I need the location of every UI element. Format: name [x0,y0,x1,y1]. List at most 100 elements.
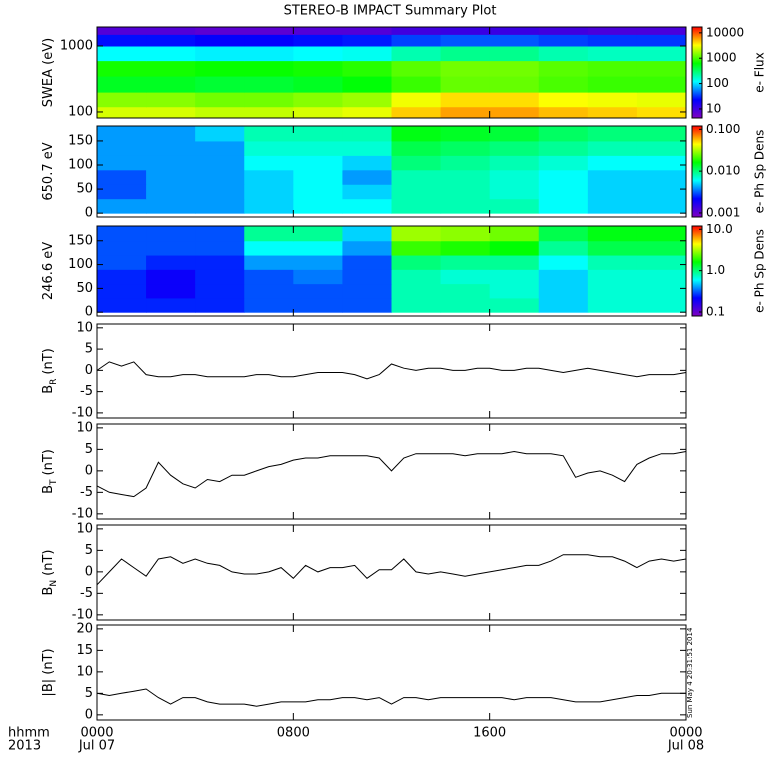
heatmap-cell [244,106,294,119]
heatmap-cell [146,184,196,200]
y-tick-label: 50 [76,281,93,296]
heatmap-cell [293,198,343,214]
heatmap-cell [244,27,294,35]
heatmap-cell [538,198,589,214]
heatmap-cell [146,126,196,142]
heatmap-cell [97,269,147,285]
heatmap-cell [97,92,147,108]
heatmap-cell [489,269,540,285]
heatmap-cell [440,126,491,142]
heatmap-cell [244,155,294,171]
heatmap-cell [293,169,343,185]
heatmap-cell [293,226,343,242]
heatmap-cell [244,184,294,200]
x-axis-year: 2013 [8,739,41,754]
y-tick-label: 100 [68,257,93,272]
heatmap-cell [342,269,392,285]
heatmap-cell [146,92,196,108]
y-tick-label: -10 [72,506,93,521]
heatmap-cell [391,76,442,93]
heatmap-cell [636,92,687,108]
heatmap-cell [195,92,245,108]
heatmap-cell [293,140,343,156]
heatmap-cell [440,226,491,242]
y-tick-label: 150 [68,233,93,248]
heatmap-cell [195,269,245,285]
y-tick-label: 10 [76,320,93,335]
heatmap-cell [244,169,294,185]
panel-frame [96,524,687,621]
colorbar-tick-label: 100 [706,76,729,90]
heatmap-cell [636,283,687,299]
heatmap-cell [538,226,589,242]
heatmap-cell [342,169,392,185]
heatmap-cell [97,184,147,200]
heatmap-cell [587,45,638,62]
heatmap-cell [636,226,687,242]
heatmap-cell [342,283,392,299]
heatmap-cell [440,140,491,156]
heatmap-cell [342,34,392,47]
y-tick-label: 0 [85,206,93,221]
heatmap-cell [440,198,491,214]
heatmap-cell [489,169,540,185]
heatmap-cell [636,155,687,171]
heatmap-cell [391,169,442,185]
heatmap-cell [440,283,491,299]
heatmap-cell [489,126,540,142]
y-axis-label: 650.7 eV [41,142,56,200]
y-tick-label: 100 [68,104,93,119]
heatmap-cell [538,45,589,62]
heatmap-cell [97,155,147,171]
y-axis-label-part: SWEA (eV) [41,38,56,107]
heatmap-cell [440,27,491,35]
y-tick-label: 1000 [60,38,93,53]
x-tick-label: 0000 [669,726,702,741]
heatmap-cell [342,155,392,171]
colorbar-tick-label: 10000 [706,25,744,39]
heatmap-cell [538,283,589,299]
y-axis-label: BT (nT) [41,449,59,494]
heatmap-cell [342,240,392,256]
y-tick-label: 50 [76,182,93,197]
heatmap-cell [440,240,491,256]
heatmap-cell [342,226,392,242]
heatmap-cell [489,184,540,200]
heatmap-cell [391,198,442,214]
panel-frame [96,225,687,317]
heatmap-cell [636,106,687,119]
heatmap-cell [97,169,147,185]
heatmap-cell [440,60,491,77]
heatmap-cell [489,297,540,313]
y-tick-label: -10 [72,607,93,622]
heatmap-cell [440,76,491,93]
heatmap-cell [293,45,343,62]
heatmap-cell [195,45,245,62]
y-tick-label: -10 [72,405,93,420]
heatmap-cell [146,27,196,35]
heatmap-cell [391,240,442,256]
heatmap-cell [244,255,294,270]
heatmap-cell [146,106,196,119]
heatmap-cell [97,140,147,156]
heatmap-cell [489,106,540,119]
heatmap-cell [538,106,589,119]
heatmap-cell [342,60,392,77]
y-axis-label-part: 650.7 eV [41,142,56,200]
heatmap-cell [244,140,294,156]
heatmap-cell [538,27,589,35]
heatmap-cell [636,240,687,256]
panel-frame [96,624,687,721]
colorbar-label: e- Ph Sp Dens [753,229,767,313]
heatmap-cell [636,184,687,200]
heatmap-cell [293,283,343,299]
heatmap-cell [636,169,687,185]
heatmap-cell [538,76,589,93]
heatmap-cell [97,297,147,313]
heatmap-cell [293,184,343,200]
heatmap-cell [391,269,442,285]
heatmap-cell [195,106,245,119]
heatmap-cell [538,184,589,200]
heatmap-cell [538,92,589,108]
y-axis-label-part: (nT) [41,449,56,475]
